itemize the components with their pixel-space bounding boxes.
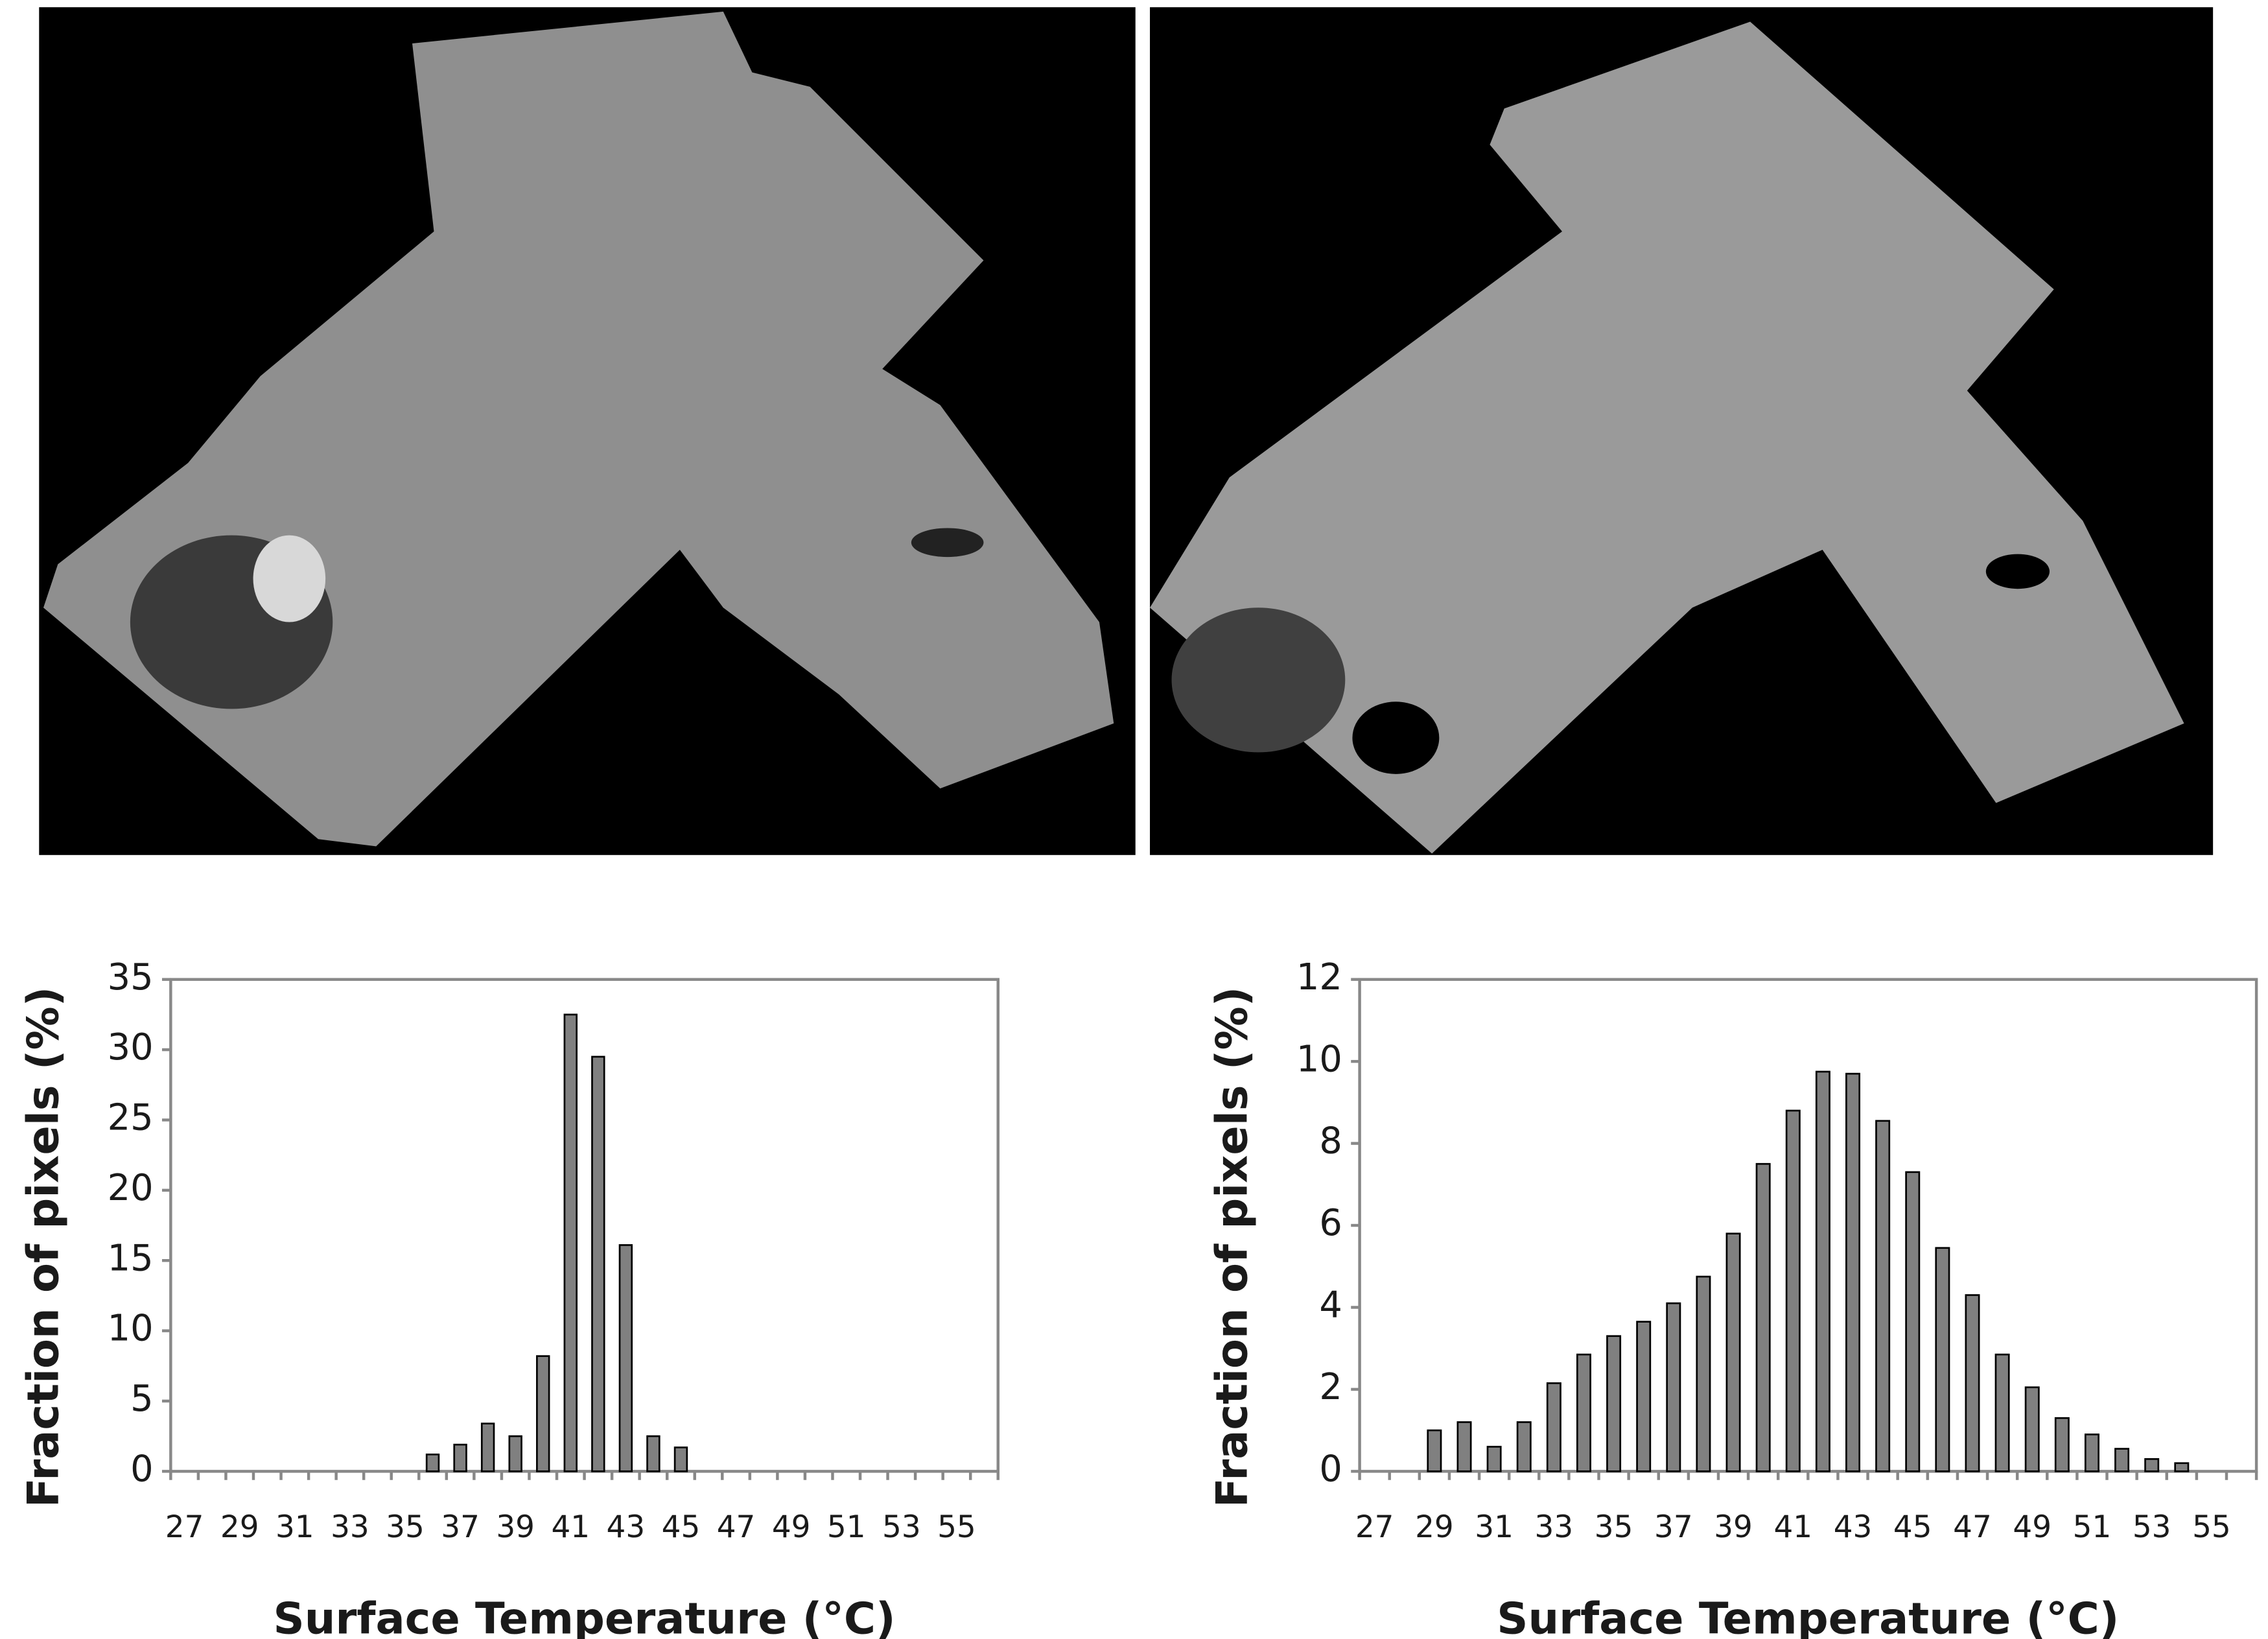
x-tick-label: 41 [1773, 1510, 1812, 1545]
bar [591, 1055, 605, 1472]
x-tick-label: 53 [882, 1510, 921, 1545]
x-tick-label: 31 [1475, 1510, 1514, 1545]
bright-patch [253, 535, 326, 622]
x-tick-label: 49 [2013, 1510, 2052, 1545]
y-tick-label: 10 [108, 1308, 154, 1350]
bar [1427, 1429, 1442, 1472]
bar [618, 1244, 633, 1472]
bar [1636, 1321, 1652, 1472]
bar [1486, 1446, 1502, 1472]
x-tick-label: 29 [220, 1510, 259, 1545]
thermal-region [1150, 21, 2184, 854]
y-tick-label: 2 [1319, 1366, 1342, 1408]
y-axis-title: Fraction of pixels (%) [18, 987, 68, 1507]
bar [1994, 1353, 2010, 1472]
dark-patch [1171, 607, 1346, 753]
x-tick-label: 53 [2133, 1510, 2171, 1545]
bar [1965, 1294, 1980, 1472]
x-tick-label: 37 [1654, 1510, 1693, 1545]
bar [673, 1446, 688, 1472]
bar [425, 1454, 440, 1472]
bar [1815, 1070, 1830, 1472]
x-tick-label: 27 [1355, 1510, 1394, 1545]
y-axis-title: Fraction of pixels (%) [1207, 987, 1257, 1507]
x-tick-label: 33 [331, 1510, 369, 1545]
x-tick-label: 39 [1714, 1510, 1753, 1545]
x-tick-label: 39 [496, 1510, 535, 1545]
y-tick-label: 8 [1319, 1120, 1342, 1162]
x-tick-label: 49 [772, 1510, 811, 1545]
x-axis-title: Surface Temperature (°C) [1497, 1593, 2119, 1639]
bar [1785, 1109, 1801, 1472]
x-tick-label: 51 [827, 1510, 866, 1545]
bar [2084, 1433, 2099, 1472]
bar [1845, 1072, 1861, 1472]
bar [1935, 1247, 1950, 1472]
bar [1875, 1120, 1891, 1472]
water-body [1352, 702, 1440, 774]
bar [1516, 1421, 1532, 1472]
bar [2054, 1417, 2070, 1472]
x-tick-label: 31 [275, 1510, 314, 1545]
bar [1725, 1232, 1741, 1472]
bar [1546, 1382, 1561, 1472]
bar [2144, 1458, 2160, 1472]
bar [480, 1422, 495, 1472]
x-tick-label: 43 [1834, 1510, 1873, 1545]
bar [1666, 1302, 1681, 1472]
bar [2174, 1462, 2190, 1472]
y-tick-label: 5 [130, 1378, 153, 1420]
plot-frame [1358, 978, 2258, 1473]
x-tick-label: 29 [1415, 1510, 1454, 1545]
bar [2114, 1448, 2130, 1472]
x-tick-label: 35 [386, 1510, 425, 1545]
bar [1456, 1421, 1472, 1472]
y-tick-label: 6 [1319, 1202, 1342, 1244]
x-tick-label: 55 [2192, 1510, 2231, 1545]
water-body [1985, 554, 2050, 589]
y-tick-label: 20 [108, 1167, 154, 1209]
bar [453, 1443, 467, 1472]
x-tick-label: 33 [1535, 1510, 1574, 1545]
x-tick-label: 55 [937, 1510, 976, 1545]
dark-patch [911, 528, 984, 558]
bar [1576, 1353, 1591, 1472]
y-tick-label: 0 [1319, 1448, 1342, 1491]
y-tick-label: 30 [108, 1026, 154, 1068]
bar [1755, 1162, 1771, 1472]
x-tick-label: 45 [662, 1510, 701, 1545]
y-tick-label: 12 [1296, 956, 1342, 998]
x-tick-label: 35 [1595, 1510, 1633, 1545]
y-tick-label: 15 [108, 1237, 154, 1279]
bar [536, 1355, 550, 1472]
bar [1606, 1335, 1622, 1472]
y-tick-label: 35 [108, 956, 154, 998]
bar [508, 1435, 522, 1472]
x-tick-label: 27 [165, 1510, 204, 1545]
y-tick-label: 25 [108, 1097, 154, 1139]
x-tick-label: 41 [551, 1510, 590, 1545]
bar [1696, 1275, 1711, 1472]
plot-frame [169, 978, 1000, 1473]
x-tick-label: 47 [1953, 1510, 1992, 1545]
bar [563, 1013, 578, 1472]
bar [2024, 1386, 2040, 1472]
y-tick-label: 4 [1319, 1284, 1342, 1327]
y-tick-label: 10 [1296, 1038, 1342, 1080]
x-axis-title: Surface Temperature (°C) [273, 1593, 895, 1639]
y-tick-label: 0 [130, 1448, 153, 1491]
bar [646, 1435, 661, 1472]
x-tick-label: 51 [2073, 1510, 2112, 1545]
bar [1905, 1171, 1921, 1472]
x-tick-label: 45 [1893, 1510, 1932, 1545]
x-tick-label: 43 [607, 1510, 646, 1545]
x-tick-label: 37 [441, 1510, 480, 1545]
x-tick-label: 47 [717, 1510, 756, 1545]
